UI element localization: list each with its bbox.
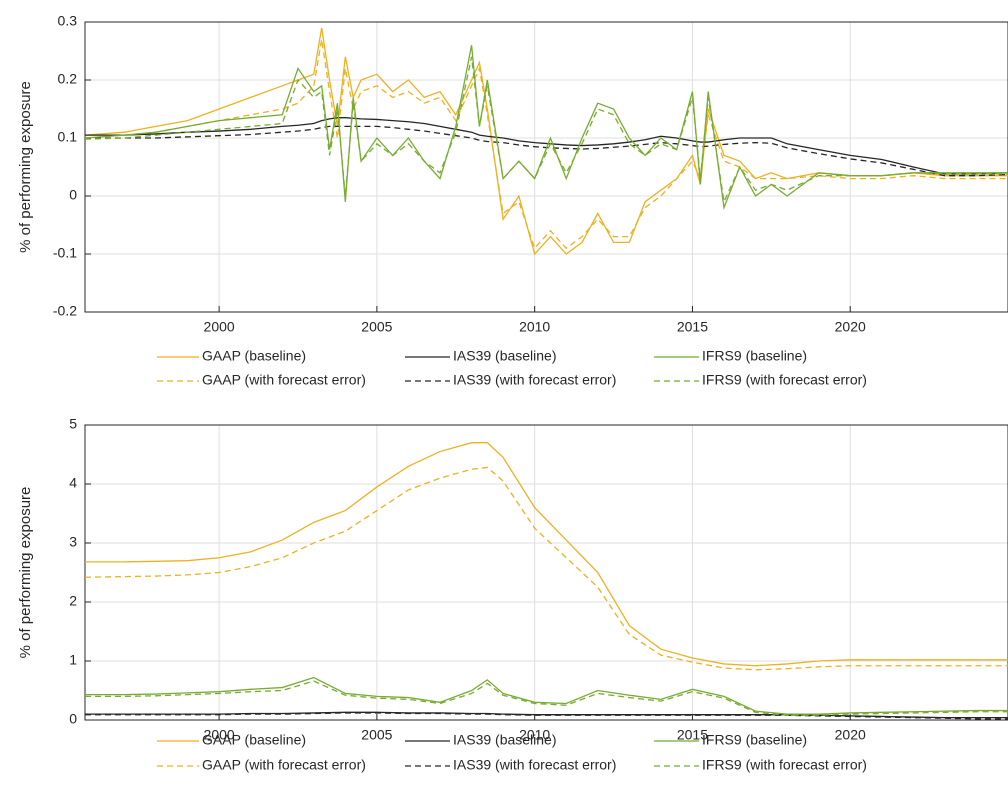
legend-label: IAS39 (baseline): [453, 348, 557, 364]
series-line: [85, 45, 1008, 211]
y-tick-label: 0.2: [58, 71, 78, 87]
series-line: [85, 117, 1008, 175]
y-tick-label: 0: [69, 187, 77, 203]
x-tick-label: 2000: [204, 319, 235, 335]
x-tick-label: 2000: [204, 727, 235, 743]
series-line: [85, 442, 1008, 667]
y-tick-label: 0.1: [58, 129, 78, 145]
legend-label: IAS39 (with forecast error): [453, 757, 616, 773]
y-tick-label: 1: [69, 652, 77, 668]
y-tick-label: 5: [69, 416, 77, 432]
series-line: [85, 56, 1008, 205]
x-tick-label: 2005: [361, 319, 392, 335]
series-line: [85, 712, 1008, 720]
x-tick-label: 2015: [677, 727, 708, 743]
y-tick-label: 4: [69, 475, 77, 491]
x-tick-label: 2005: [361, 727, 392, 743]
legend-label: IFRS9 (with forecast error): [702, 372, 867, 388]
x-tick-label: 2020: [835, 319, 866, 335]
series-line: [85, 676, 1008, 715]
legend-label: IAS39 (with forecast error): [453, 372, 616, 388]
plot-lines: [85, 27, 1008, 256]
plot-lines: [85, 442, 1008, 720]
y-axis-label: % of performing exposure: [17, 487, 34, 659]
legend-label: IFRS9 (with forecast error): [702, 757, 867, 773]
y-axis-label: % of performing exposure: [17, 81, 34, 253]
series-line: [85, 680, 1008, 716]
series-line: [85, 125, 1008, 177]
legend-label: GAAP (with forecast error): [202, 757, 366, 773]
y-tick-label: 3: [69, 534, 77, 550]
x-tick-label: 2010: [519, 727, 550, 743]
legend-label: IAS39 (baseline): [453, 732, 557, 748]
legend-label: IFRS9 (baseline): [702, 348, 807, 364]
series-line: [85, 27, 1008, 256]
legend-label: GAAP (with forecast error): [202, 372, 366, 388]
series-line: [85, 39, 1008, 250]
legend-label: GAAP (baseline): [202, 732, 306, 748]
plot-frame: [84, 21, 1008, 313]
y-tick-label: -0.2: [53, 303, 77, 319]
legend-label: GAAP (baseline): [202, 348, 306, 364]
series-line: [85, 466, 1008, 671]
x-tick-label: 2010: [519, 319, 550, 335]
legend-label: IFRS9 (baseline): [702, 732, 807, 748]
y-tick-label: -0.1: [53, 245, 77, 261]
x-tick-label: 2020: [835, 727, 866, 743]
y-tick-label: 0.3: [58, 13, 78, 29]
y-tick-label: 0: [69, 711, 77, 727]
y-tick-label: 2: [69, 593, 77, 609]
x-tick-label: 2015: [677, 319, 708, 335]
plot-frame: [84, 424, 1008, 721]
